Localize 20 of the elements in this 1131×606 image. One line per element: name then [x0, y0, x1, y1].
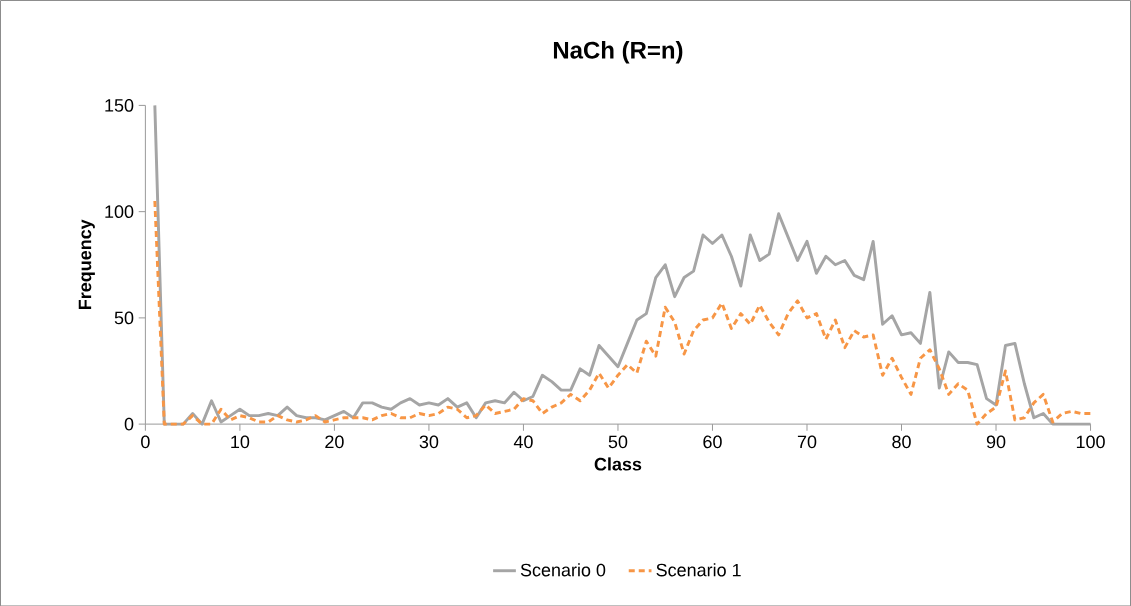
- y-tick-label: 150: [105, 98, 134, 112]
- x-axis-title: Class: [594, 457, 642, 471]
- x-tick-label: 0: [141, 435, 150, 448]
- x-tick-label: 60: [703, 435, 722, 448]
- x-tick-label: 40: [513, 435, 533, 448]
- y-tick-label: 0: [124, 417, 134, 431]
- x-tick-label: 30: [419, 435, 439, 448]
- y-axis-title: Frequency: [78, 219, 95, 309]
- legend-label: Scenario 0: [520, 562, 606, 577]
- x-tick-label: 100: [1076, 435, 1105, 448]
- x-tick-label: 80: [892, 435, 911, 448]
- x-tick-label: 10: [231, 435, 250, 448]
- y-tick-label: 100: [105, 205, 134, 218]
- x-tick-label: 70: [797, 435, 817, 448]
- y-tick-label: 50: [114, 311, 134, 325]
- legend-label: Scenario 1: [656, 562, 741, 577]
- x-tick-label: 20: [325, 435, 344, 448]
- chart-title: NaCh (R=n): [553, 40, 683, 64]
- x-tick-label: 90: [986, 435, 1006, 448]
- x-tick-label: 50: [608, 435, 628, 448]
